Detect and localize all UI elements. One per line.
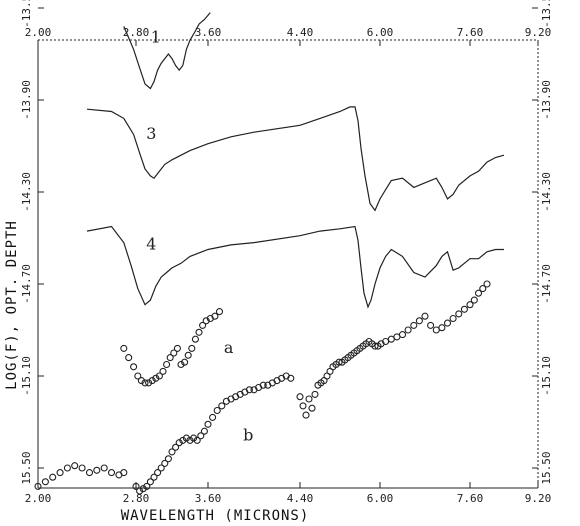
data-point-a — [217, 309, 223, 315]
y-tick-label: -15.10 — [20, 356, 33, 396]
y-tick-label-right: -13.50 — [540, 0, 553, 28]
data-point-b — [300, 403, 306, 409]
data-point-b — [109, 470, 115, 476]
data-point-b — [101, 465, 107, 471]
x-tick-label: 7.60 — [457, 492, 484, 505]
y-tick-label-right: 15.50 — [540, 451, 553, 484]
data-point-b — [416, 318, 422, 324]
data-point-b — [205, 421, 211, 427]
data-point-b — [50, 474, 56, 480]
data-point-a — [196, 329, 202, 335]
y-tick-label-right: -13.90 — [540, 80, 553, 120]
data-point-b — [42, 479, 48, 485]
x-tick-label: 9.20 — [525, 492, 552, 505]
data-point-a — [131, 364, 137, 370]
data-point-b — [201, 428, 207, 434]
data-point-b — [450, 316, 456, 322]
y-tick-label: -14.30 — [20, 172, 33, 212]
data-point-b — [309, 405, 315, 411]
x-tick-label-top: 6.00 — [367, 26, 394, 39]
top-axis-ticks: 2.00 2.80 3.60 4.40 6.00 7.60 9.20 — [25, 26, 552, 46]
y-tick-label: 15.50 — [20, 451, 33, 484]
data-point-b — [422, 313, 428, 319]
curve-1 — [124, 13, 211, 89]
data-point-b — [72, 463, 78, 469]
bottom-axis-ticks: 2.00 2.80 3.60 4.40 6.00 7.60 9.20 — [25, 482, 552, 505]
x-tick-label: 3.60 — [195, 492, 222, 505]
curve-label-4: 4 — [146, 235, 156, 254]
y-tick-label: -13.50 — [20, 0, 33, 28]
data-point-a — [185, 352, 191, 358]
data-point-b — [411, 322, 417, 328]
data-point-b — [57, 470, 63, 476]
points-b — [35, 281, 490, 494]
data-point-a — [160, 368, 166, 374]
data-point-b — [306, 396, 312, 402]
y-tick-label-right: -14.30 — [540, 172, 553, 212]
data-point-b — [428, 322, 434, 328]
data-point-a — [126, 355, 132, 361]
curve-3 — [87, 107, 504, 210]
y-tick-label: -14.70 — [20, 264, 33, 304]
x-axis-title: WAVELENGTH (MICRONS) — [121, 508, 310, 524]
data-point-b — [165, 456, 171, 462]
data-point-b — [484, 281, 490, 287]
points-a — [121, 309, 223, 386]
x-tick-label: 4.40 — [287, 492, 314, 505]
data-point-a — [164, 362, 170, 368]
data-point-a — [189, 345, 195, 351]
data-point-a — [121, 345, 127, 351]
curve-labels: 1 3 4 a b — [146, 28, 253, 445]
left-axis-ticks: 15.50 -15.10 -14.70 -14.30 -13.90 -13.50 — [20, 0, 44, 485]
data-point-b — [400, 332, 406, 338]
curve-label-1: 1 — [151, 28, 161, 47]
curve-label-3: 3 — [146, 124, 156, 143]
curve-label-a: a — [224, 338, 234, 357]
data-point-b — [297, 394, 303, 400]
data-point-b — [461, 306, 467, 312]
data-point-b — [79, 465, 85, 471]
y-tick-label-right: -15.10 — [540, 356, 553, 396]
data-point-b — [405, 327, 411, 333]
data-point-a — [192, 336, 198, 342]
data-point-b — [87, 470, 93, 476]
right-axis-ticks: 15.50 -15.10 -14.70 -14.30 -13.90 -13.50 — [532, 0, 553, 485]
y-tick-label: -13.90 — [20, 80, 33, 120]
data-point-b — [121, 470, 127, 476]
data-point-b — [210, 414, 216, 420]
curve-label-b: b — [243, 425, 253, 444]
data-point-b — [94, 467, 100, 473]
data-point-b — [445, 320, 451, 326]
data-point-a — [174, 345, 180, 351]
y-axis-title: LOG(F), OPT. DEPTH — [4, 220, 20, 390]
x-tick-label: 2.80 — [123, 492, 150, 505]
y-tick-label-right: -14.70 — [540, 264, 553, 304]
data-point-b — [456, 311, 462, 317]
x-tick-label-top: 3.60 — [195, 26, 222, 39]
x-tick-label: 6.00 — [367, 492, 394, 505]
data-point-b — [439, 325, 445, 331]
data-point-b — [471, 297, 477, 303]
data-point-b — [312, 391, 318, 397]
x-tick-label-top: 7.60 — [457, 26, 484, 39]
x-tick-label-top: 4.40 — [287, 26, 314, 39]
data-point-b — [64, 465, 70, 471]
data-point-b — [303, 412, 309, 418]
series-layer — [35, 13, 504, 494]
x-tick-label: 2.00 — [25, 492, 52, 505]
